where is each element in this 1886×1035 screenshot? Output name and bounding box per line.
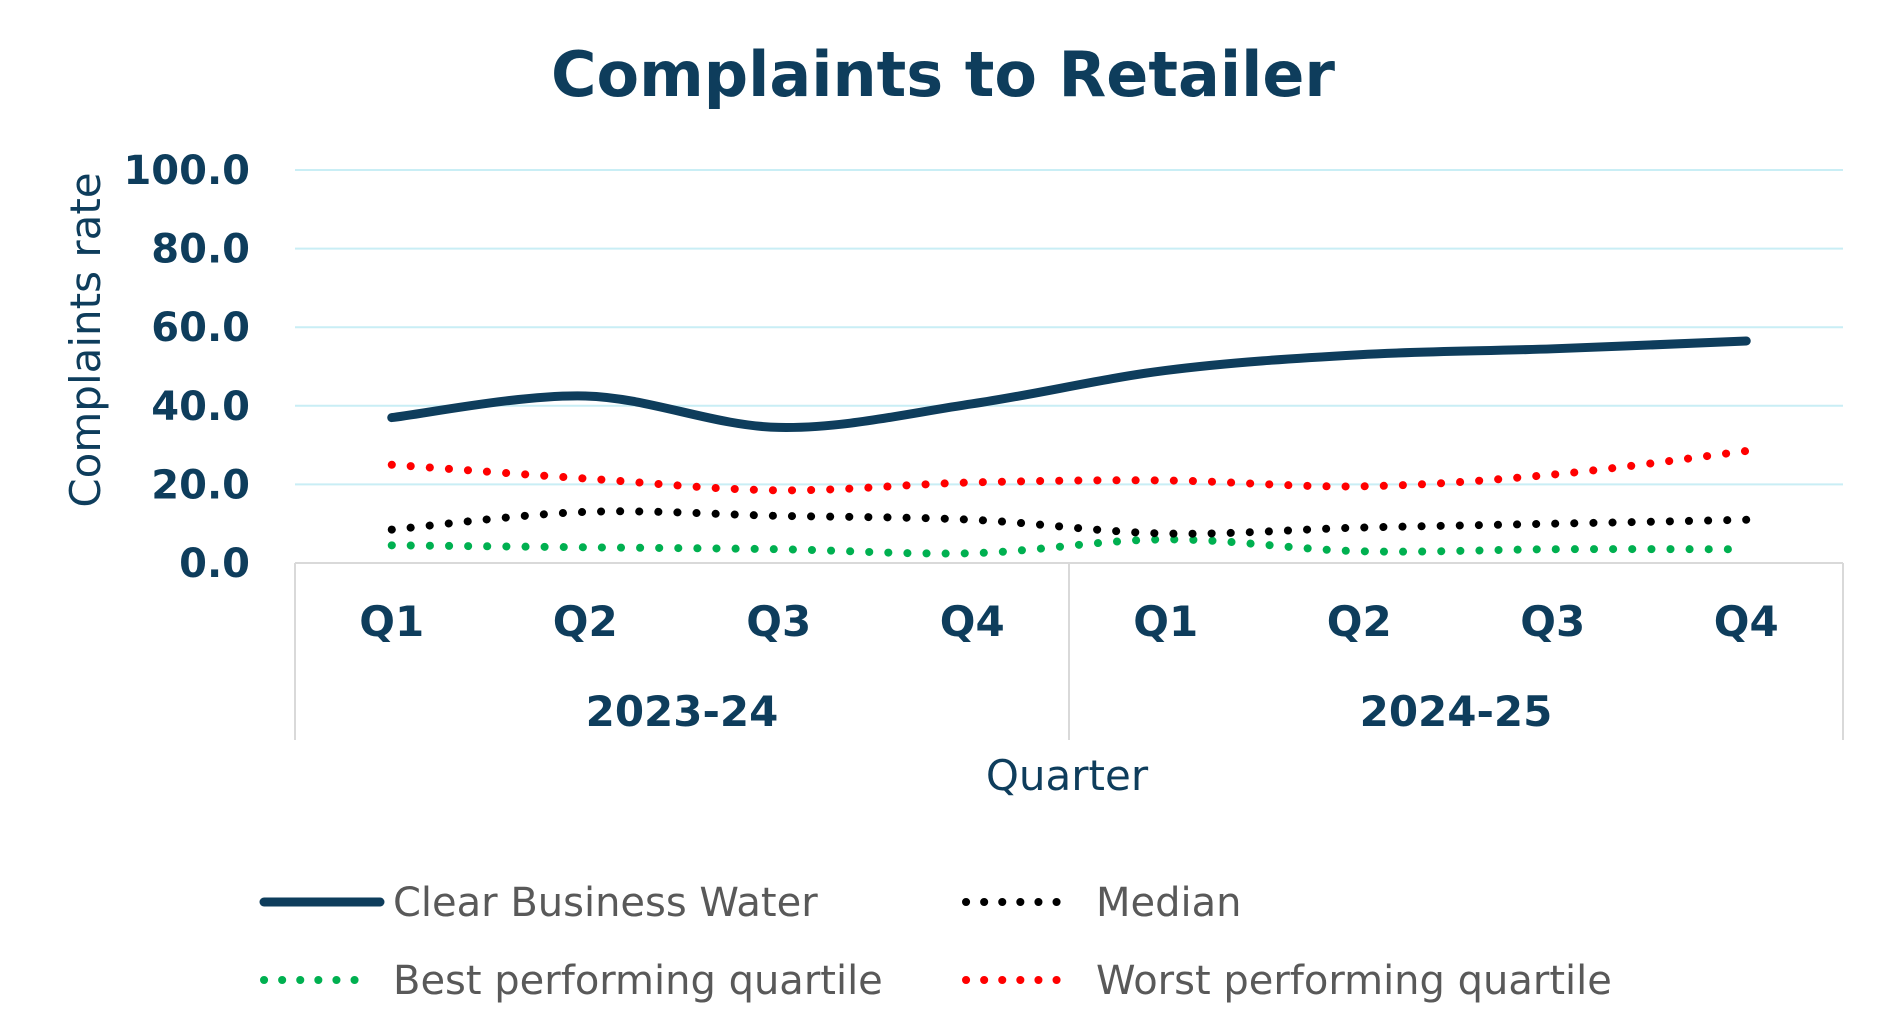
- y-tick-label: 40.0: [151, 384, 250, 430]
- x-tick-label: Q2: [1327, 597, 1392, 646]
- x-axis-ticks: Q1 Q2 Q3 Q4 Q1 Q2 Q3 Q4 2023-24 2024-25: [359, 597, 1778, 736]
- chart-title: Complaints to Retailer: [551, 38, 1335, 111]
- y-tick-label: 100.0: [123, 148, 250, 194]
- y-tick-label: 20.0: [151, 462, 250, 508]
- x-tick-label: Q3: [746, 597, 811, 646]
- y-tick-label: 0.0: [179, 541, 250, 587]
- legend-label: Worst performing quartile: [1096, 958, 1612, 1004]
- legend-label: Clear Business Water: [393, 880, 818, 926]
- x-tick-label: Q1: [1133, 597, 1198, 646]
- y-tick-label: 80.0: [151, 227, 250, 273]
- y-tick-label: 60.0: [151, 305, 250, 351]
- series-line: [387, 535, 1751, 558]
- x-tick-label: Q4: [1714, 597, 1779, 646]
- x-tick-label: Q3: [1520, 597, 1585, 646]
- legend-label: Best performing quartile: [393, 958, 883, 1004]
- grid-lines: [295, 169, 1843, 486]
- series-line: [387, 507, 1751, 538]
- series-lines: [387, 336, 1751, 558]
- x-tick-label: Q2: [553, 597, 618, 646]
- legend: Clear Business Water Median Best performin…: [259, 880, 1612, 1004]
- x-tick-label: Q4: [940, 597, 1005, 646]
- x-axis-label: Quarter: [986, 751, 1149, 800]
- x-group-label: 2024-25: [1360, 687, 1553, 736]
- x-tick-label: Q1: [359, 597, 424, 646]
- x-group-label: 2023-24: [586, 687, 779, 736]
- y-axis-ticks: 0.0 20.0 40.0 60.0 80.0 100.0: [123, 148, 250, 587]
- legend-label: Median: [1096, 880, 1242, 926]
- y-axis-label: Complaints rate: [61, 172, 110, 507]
- x-axis-frame: [294, 562, 1844, 740]
- series-line: [387, 336, 1751, 432]
